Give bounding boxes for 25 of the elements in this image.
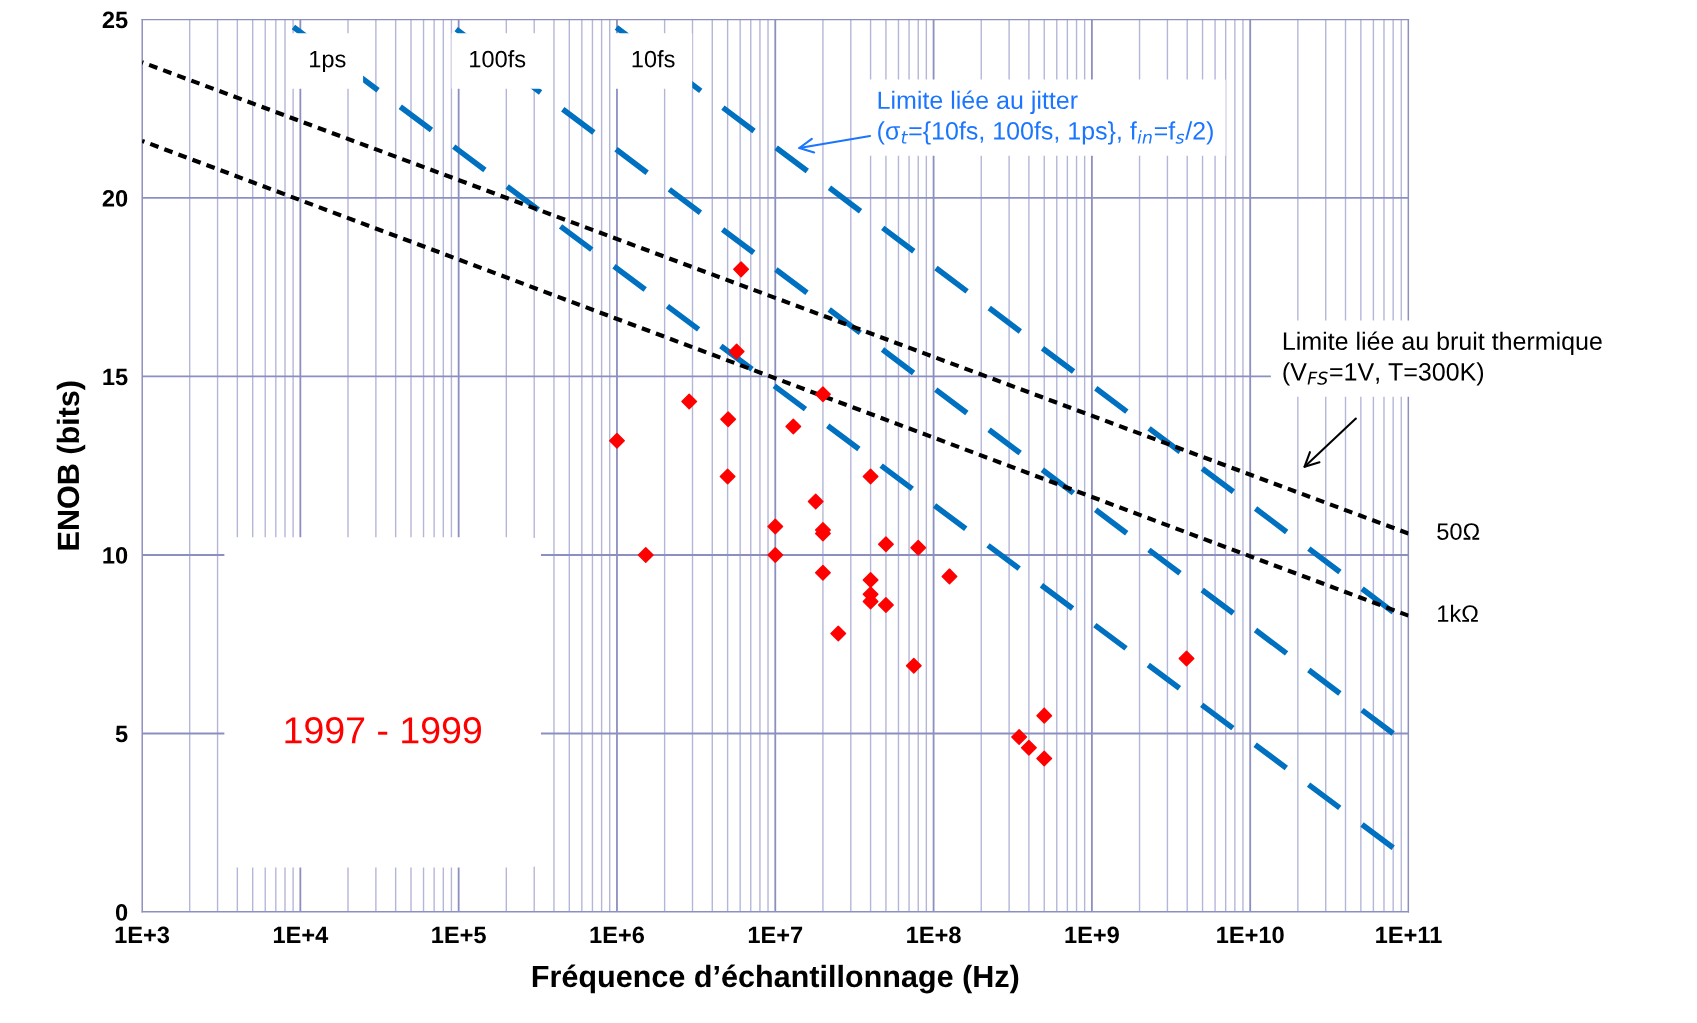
x-tick-label: 1E+8 <box>907 926 961 944</box>
annotation: 1997 - 1999 <box>285 717 481 744</box>
series-label: 1ps <box>310 50 346 73</box>
series-label: 50Ω <box>1437 523 1480 540</box>
x-tick-label: 1E+5 <box>432 926 486 944</box>
series-label: 10fs <box>632 50 675 68</box>
x-tick-label: 1E+3 <box>115 926 170 944</box>
x-tick-label: 1E+4 <box>273 926 329 943</box>
y-tick-label: 15 <box>103 368 128 386</box>
series-label: 100fs <box>470 50 526 68</box>
y-axis-title: ENOB (bits) <box>56 381 86 550</box>
x-tick-label: 1E+9 <box>1065 926 1119 944</box>
y-tick-label: 20 <box>102 190 128 207</box>
y-tick-label: 0 <box>115 904 128 921</box>
series-label: 1kΩ <box>1438 604 1478 622</box>
x-tick-label: 1E+6 <box>590 926 645 944</box>
y-tick-label: 5 <box>115 725 128 743</box>
annotation: Limite liée au jitter (σ$_{t}$={10fs, 100fs, 1ps}, f$_{in}$=f$_{s}$/2) <box>878 90 1213 145</box>
annotation: Limite liée au bruit thermique (V$_{FS}$=1V, T=300K) <box>1283 331 1602 386</box>
x-tick-label: 1E+11 <box>1376 926 1442 943</box>
x-tick-label: 1E+10 <box>1217 926 1284 944</box>
y-tick-label: 25 <box>102 11 128 29</box>
x-axis-title: Fréquence d’échantillonnage (Hz) <box>532 964 1019 994</box>
y-tick-label: 10 <box>103 547 128 564</box>
x-tick-label: 1E+7 <box>748 926 803 943</box>
